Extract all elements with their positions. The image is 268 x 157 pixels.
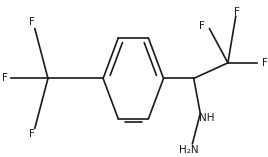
Text: H₂N: H₂N bbox=[179, 145, 198, 155]
Text: NH: NH bbox=[199, 113, 215, 123]
Text: F: F bbox=[2, 73, 8, 83]
Text: F: F bbox=[29, 129, 35, 139]
Text: F: F bbox=[234, 7, 240, 17]
Text: F: F bbox=[29, 17, 35, 27]
Text: F: F bbox=[262, 58, 267, 68]
Text: F: F bbox=[199, 21, 204, 31]
